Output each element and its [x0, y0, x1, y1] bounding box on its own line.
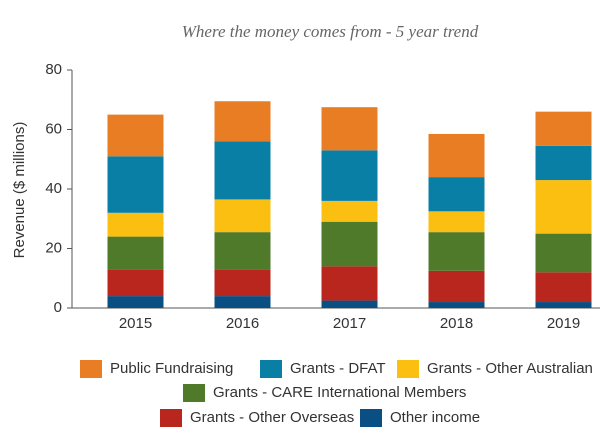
bar-segment [214, 101, 271, 142]
bar-segment [107, 156, 164, 213]
bar-segment [214, 269, 271, 297]
y-tick-label: 40 [45, 180, 62, 197]
bar-segment [535, 180, 592, 234]
bar-segment [107, 269, 164, 297]
x-tick-label: 2016 [226, 315, 259, 332]
bar-segment [107, 212, 164, 237]
bar-segment [214, 296, 271, 308]
bar-segment [428, 270, 485, 303]
x-tick-label: 2019 [547, 315, 580, 332]
bar-segment [321, 150, 378, 201]
bar-segment [321, 107, 378, 151]
bar-segment [428, 133, 485, 178]
legend-label: Grants - DFAT [290, 360, 386, 377]
x-tick-label: 2017 [333, 315, 366, 332]
bar-segment [107, 296, 164, 308]
y-tick-label: 20 [45, 239, 62, 256]
legend-swatch [80, 360, 102, 378]
bar-segment [535, 233, 592, 273]
bar-segment [428, 177, 485, 212]
bar-segment [214, 141, 271, 200]
bar-segment [535, 272, 592, 303]
bar-segment [321, 300, 378, 308]
y-tick-label: 60 [45, 120, 62, 137]
bar-segment [428, 232, 485, 271]
bar-segment [107, 114, 164, 157]
bar-segment [535, 145, 592, 181]
legend-label: Other income [390, 409, 480, 426]
x-tick-label: 2015 [119, 315, 152, 332]
legend-swatch [360, 409, 382, 427]
bar-segment [214, 232, 271, 270]
y-tick-label: 80 [45, 61, 62, 78]
legend-label: Grants - Other Overseas [190, 409, 354, 426]
y-tick-label: 0 [54, 299, 62, 316]
legend-label: Grants - Other Australian [427, 360, 593, 377]
bar-segment [428, 211, 485, 233]
bar-segment [107, 236, 164, 270]
legend-swatch [260, 360, 282, 378]
bar-segment [321, 221, 378, 267]
chart-title: Where the money comes from - 5 year tren… [182, 22, 479, 41]
legend-label: Public Fundraising [110, 360, 233, 377]
legend-swatch [160, 409, 182, 427]
y-axis-label: Revenue ($ millions) [11, 122, 28, 259]
legend-swatch [183, 384, 205, 402]
bar-segment [321, 200, 378, 222]
legend-label: Grants - CARE International Members [213, 384, 466, 401]
bar-segment [535, 302, 592, 308]
bar-segment [535, 111, 592, 146]
bar-segment [214, 199, 271, 233]
bar-segment [428, 302, 485, 308]
legend-swatch [397, 360, 419, 378]
x-tick-label: 2018 [440, 315, 473, 332]
bar-segment [321, 266, 378, 301]
